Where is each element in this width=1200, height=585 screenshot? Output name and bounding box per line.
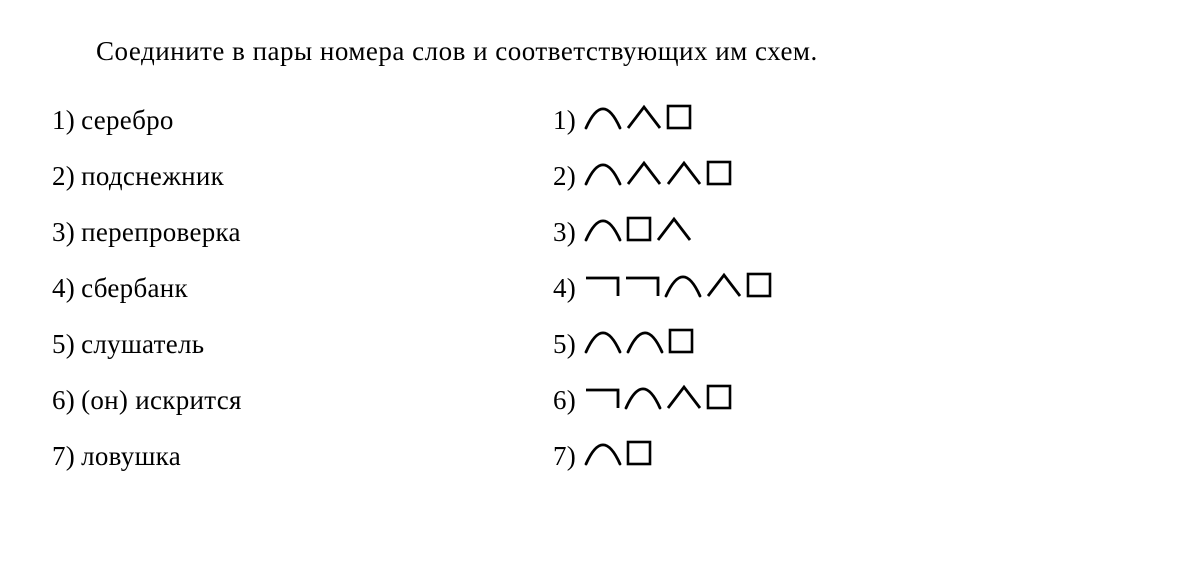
scheme-symbols bbox=[584, 272, 772, 305]
scheme-symbols bbox=[584, 328, 694, 361]
arc-icon bbox=[584, 328, 622, 361]
prefix-icon bbox=[624, 272, 660, 305]
word-row: 7) ловушка bbox=[52, 428, 553, 484]
word-row: 6) (он) искрится bbox=[52, 372, 553, 428]
scheme-row: 5) bbox=[553, 316, 1073, 372]
word-number: 5) bbox=[52, 329, 75, 360]
content-columns: 1) серебро2) подснежник3) перепроверка4)… bbox=[48, 92, 1152, 484]
word-row: 2) подснежник bbox=[52, 148, 553, 204]
scheme-number: 5) bbox=[553, 329, 576, 360]
scheme-symbols bbox=[584, 104, 692, 137]
arc-icon bbox=[584, 216, 622, 249]
word-text: ловушка bbox=[81, 441, 181, 472]
scheme-row: 6) bbox=[553, 372, 1073, 428]
scheme-row: 4) bbox=[553, 260, 1073, 316]
arc-icon bbox=[584, 440, 622, 473]
scheme-row: 3) bbox=[553, 204, 1073, 260]
scheme-number: 1) bbox=[553, 105, 576, 136]
word-text: серебро bbox=[81, 105, 174, 136]
scheme-row: 1) bbox=[553, 92, 1073, 148]
prefix-icon bbox=[584, 384, 620, 417]
word-text: подснежник bbox=[81, 161, 224, 192]
box-icon bbox=[626, 216, 652, 249]
word-text: перепроверка bbox=[81, 217, 241, 248]
scheme-row: 2) bbox=[553, 148, 1073, 204]
box-icon bbox=[746, 272, 772, 305]
scheme-symbols bbox=[584, 216, 692, 249]
caret-icon bbox=[666, 160, 702, 193]
caret-icon bbox=[656, 216, 692, 249]
word-row: 1) серебро bbox=[52, 92, 553, 148]
scheme-symbols bbox=[584, 440, 652, 473]
arc-icon bbox=[584, 160, 622, 193]
arc-icon bbox=[664, 272, 702, 305]
schemes-column: 1) 2) 3) 4) 5) bbox=[553, 92, 1073, 484]
caret-icon bbox=[626, 160, 662, 193]
word-row: 3) перепроверка bbox=[52, 204, 553, 260]
word-text: сбербанк bbox=[81, 273, 188, 304]
scheme-symbols bbox=[584, 384, 732, 417]
scheme-symbols bbox=[584, 160, 732, 193]
word-number: 1) bbox=[52, 105, 75, 136]
scheme-row: 7) bbox=[553, 428, 1073, 484]
box-icon bbox=[666, 104, 692, 137]
arc-icon bbox=[626, 328, 664, 361]
word-number: 7) bbox=[52, 441, 75, 472]
scheme-number: 4) bbox=[553, 273, 576, 304]
word-number: 2) bbox=[52, 161, 75, 192]
prefix-icon bbox=[584, 272, 620, 305]
arc-icon bbox=[624, 384, 662, 417]
caret-icon bbox=[706, 272, 742, 305]
scheme-number: 3) bbox=[553, 217, 576, 248]
box-icon bbox=[668, 328, 694, 361]
words-column: 1) серебро2) подснежник3) перепроверка4)… bbox=[48, 92, 553, 484]
scheme-number: 7) bbox=[553, 441, 576, 472]
caret-icon bbox=[666, 384, 702, 417]
word-row: 4) сбербанк bbox=[52, 260, 553, 316]
word-row: 5) слушатель bbox=[52, 316, 553, 372]
caret-icon bbox=[626, 104, 662, 137]
arc-icon bbox=[584, 104, 622, 137]
box-icon bbox=[626, 440, 652, 473]
word-text: слушатель bbox=[81, 329, 204, 360]
box-icon bbox=[706, 384, 732, 417]
scheme-number: 6) bbox=[553, 385, 576, 416]
word-number: 3) bbox=[52, 217, 75, 248]
scheme-number: 2) bbox=[553, 161, 576, 192]
box-icon bbox=[706, 160, 732, 193]
word-text: (он) искрится bbox=[81, 385, 242, 416]
instruction-text: Соедините в пары номера слов и соответст… bbox=[48, 24, 1152, 78]
word-number: 6) bbox=[52, 385, 75, 416]
word-number: 4) bbox=[52, 273, 75, 304]
